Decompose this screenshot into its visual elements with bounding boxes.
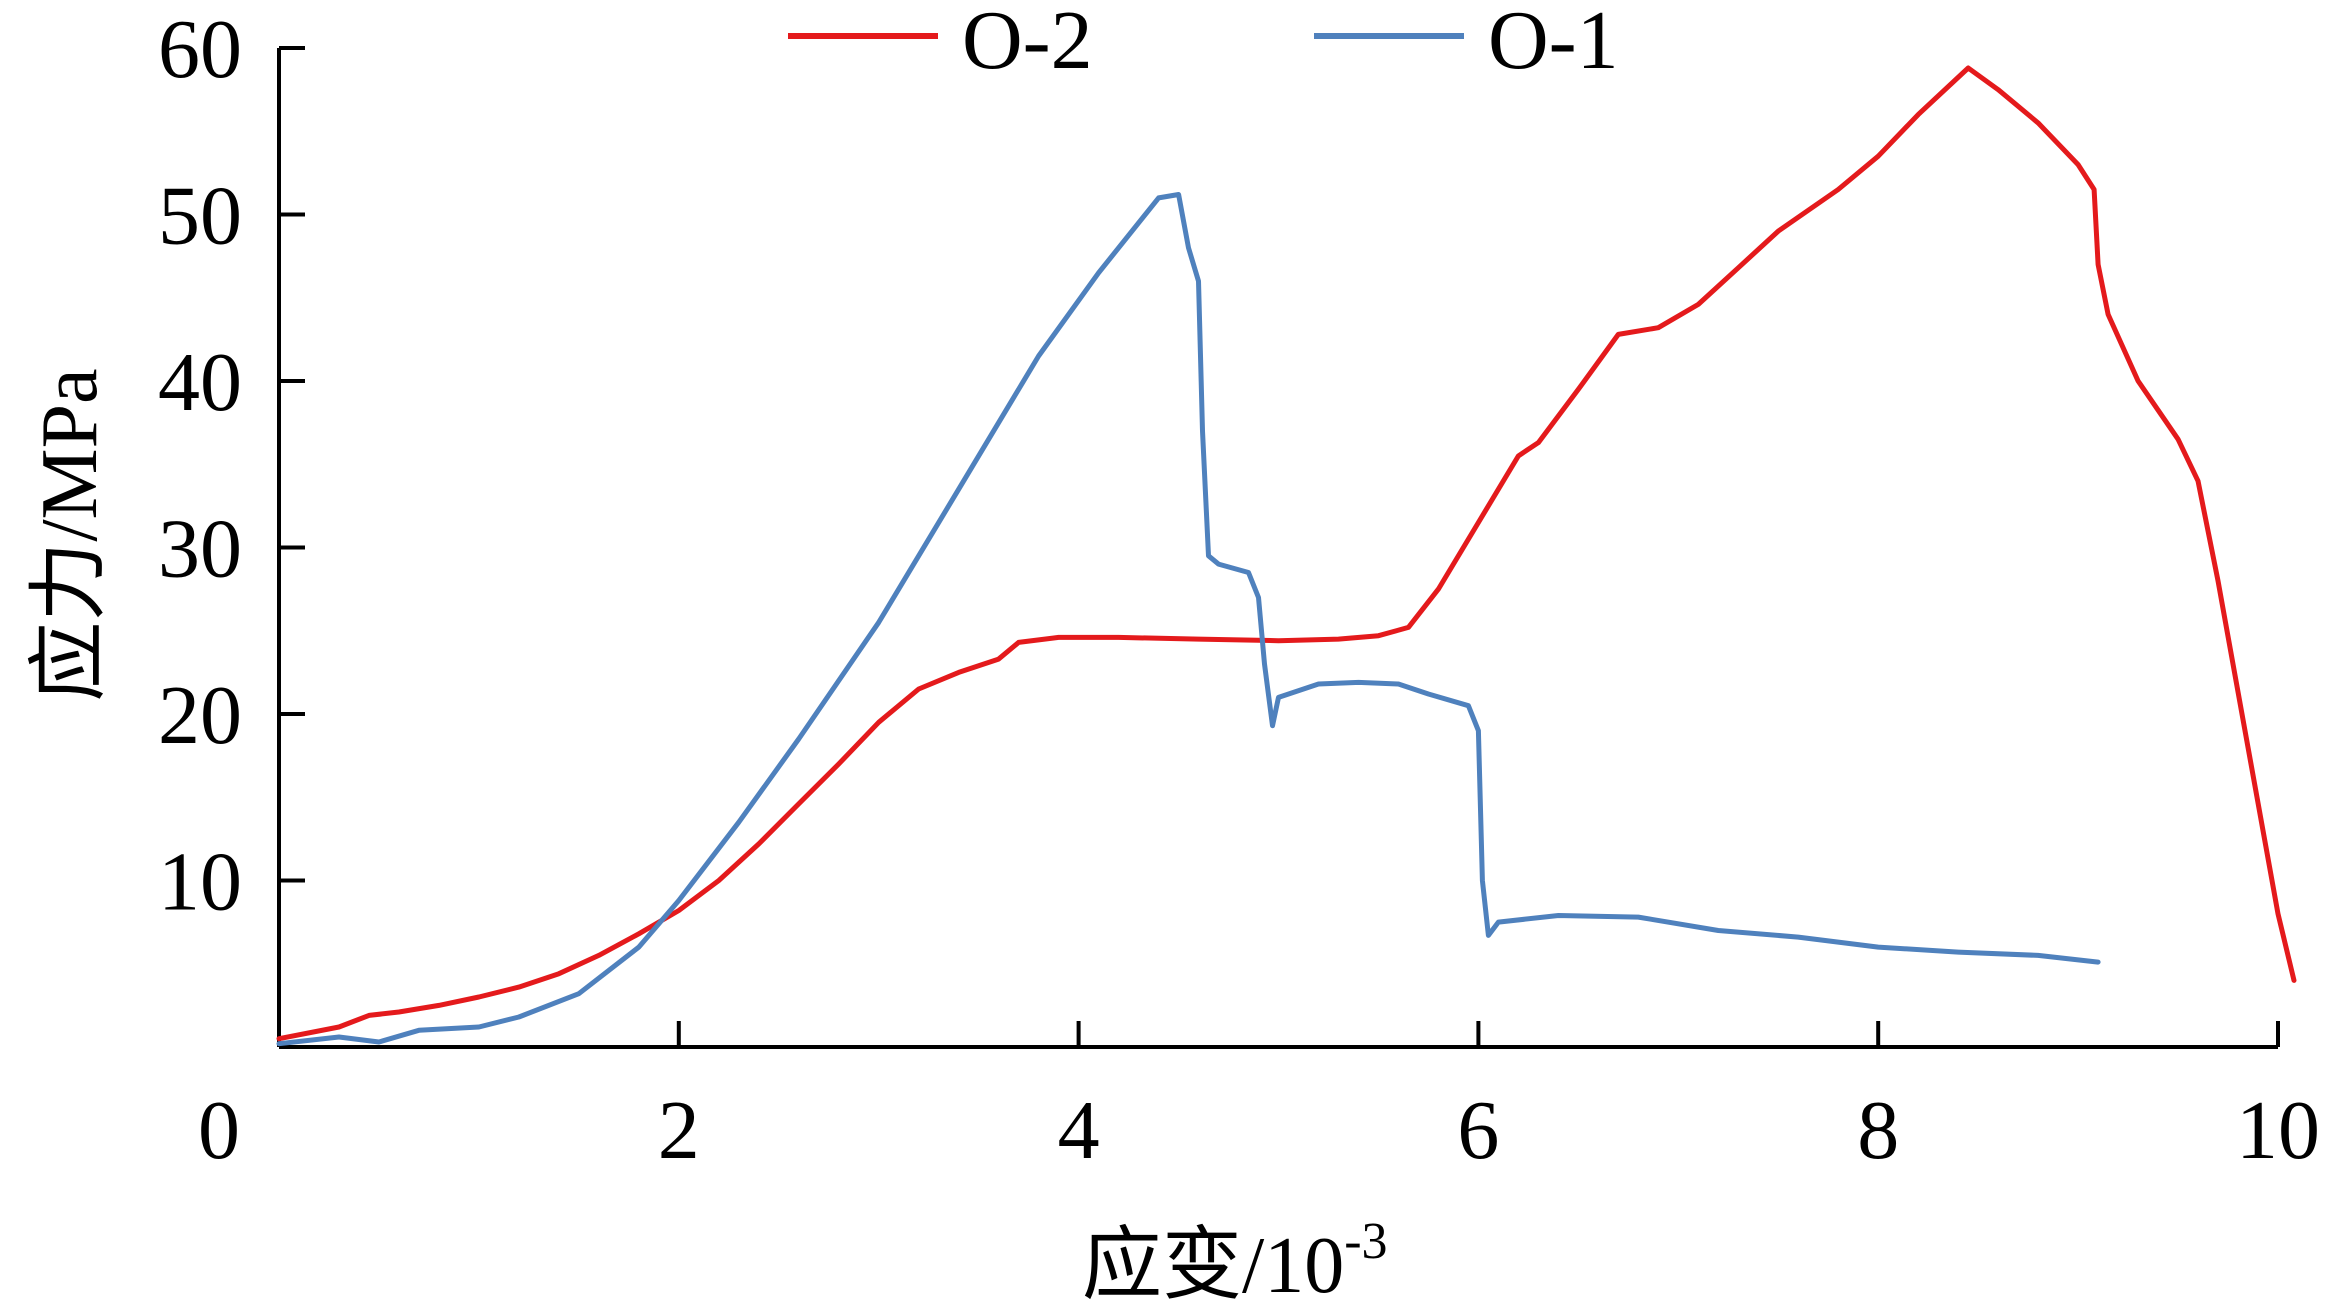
series-lines (276, 65, 2297, 1047)
series-line-o-2 (276, 65, 2297, 1042)
x-tick-label: 6 (1457, 1084, 1499, 1177)
y-tick-label: 40 (158, 336, 242, 429)
x-tick-label: 8 (1857, 1084, 1899, 1177)
y-tick-label: 20 (158, 669, 242, 762)
y-tick-label: 60 (158, 3, 242, 96)
y-tick-label: 30 (158, 503, 242, 596)
series-line-o-1 (276, 192, 2101, 1047)
plot-area: 0 2 4 6 8 10 10 20 30 40 50 60 (158, 3, 2320, 1177)
y-tick-label: 10 (158, 836, 242, 929)
x-tick-label: 4 (1058, 1084, 1100, 1177)
x-axis-title-exponent: -3 (1344, 1213, 1387, 1270)
legend: O-2 O-1 (788, 0, 1619, 87)
legend-label-o-1: O-1 (1488, 0, 1619, 87)
x-tick-label: 2 (658, 1084, 700, 1177)
axis-ticks (279, 46, 2280, 1047)
x-axis-title: 应变/10-3 (1082, 1213, 1388, 1310)
legend-label-o-2: O-2 (962, 0, 1093, 87)
y-tick-label: 50 (158, 170, 242, 263)
x-tick-label: 0 (198, 1084, 240, 1177)
axis-tick-labels: 0 2 4 6 8 10 10 20 30 40 50 60 (158, 3, 2320, 1177)
x-tick-label: 10 (2236, 1084, 2320, 1177)
y-axis-title: 应力/MPa (26, 368, 114, 701)
